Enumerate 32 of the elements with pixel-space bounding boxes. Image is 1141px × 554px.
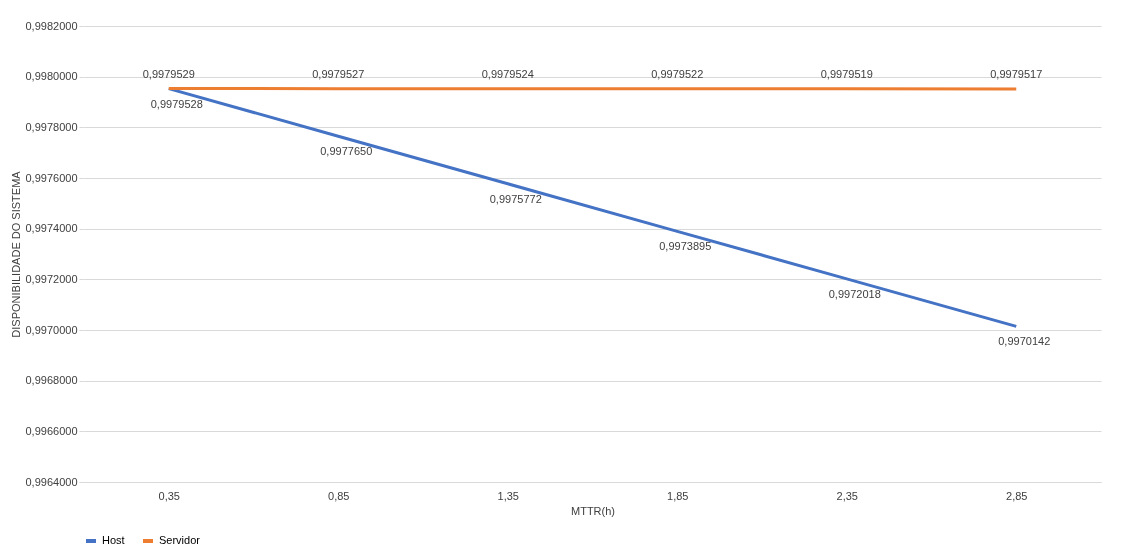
data-label: 0,9979517 [990, 67, 1043, 80]
legend-label: Host [102, 534, 125, 546]
data-label: 0,9972018 [828, 287, 881, 300]
x-tick-label: 0,85 [328, 489, 350, 502]
y-tick-label: 0,9980000 [25, 70, 78, 83]
y-tick-label: 0,9966000 [25, 424, 78, 437]
y-tick-label: 0,9976000 [25, 171, 78, 184]
y-tick-label: 0,9964000 [25, 475, 78, 488]
x-axis-title: MTTR(h) [571, 504, 615, 517]
x-tick-label: 2,35 [836, 489, 858, 502]
y-tick-label: 0,9970000 [25, 323, 78, 336]
data-label: 0,9979522 [651, 67, 704, 80]
data-label: 0,9979528 [150, 97, 203, 110]
y-tick-label: 0,9982000 [25, 19, 78, 32]
x-tick-label: 1,85 [667, 489, 689, 502]
data-label: 0,9979524 [481, 67, 534, 80]
data-label: 0,9975772 [489, 192, 542, 205]
data-label: 0,9979529 [142, 67, 195, 80]
y-tick-label: 0,9974000 [25, 222, 78, 235]
data-label: 0,9979527 [312, 67, 365, 80]
data-label: 0,9977650 [320, 145, 373, 158]
legend-label: Servidor [159, 534, 201, 546]
x-tick-label: 2,85 [1006, 489, 1028, 502]
data-label: 0,9970142 [998, 335, 1051, 348]
x-tick-label: 1,35 [497, 489, 519, 502]
data-label: 0,9979519 [820, 67, 873, 80]
data-label: 0,9973895 [659, 240, 712, 253]
y-tick-label: 0,9968000 [25, 374, 78, 387]
y-axis-title: DISPONIBILIDADE DO SISTEMA [9, 170, 22, 338]
x-tick-label: 0,35 [158, 489, 180, 502]
y-tick-label: 0,9972000 [25, 272, 78, 285]
y-tick-label: 0,9978000 [25, 120, 78, 133]
